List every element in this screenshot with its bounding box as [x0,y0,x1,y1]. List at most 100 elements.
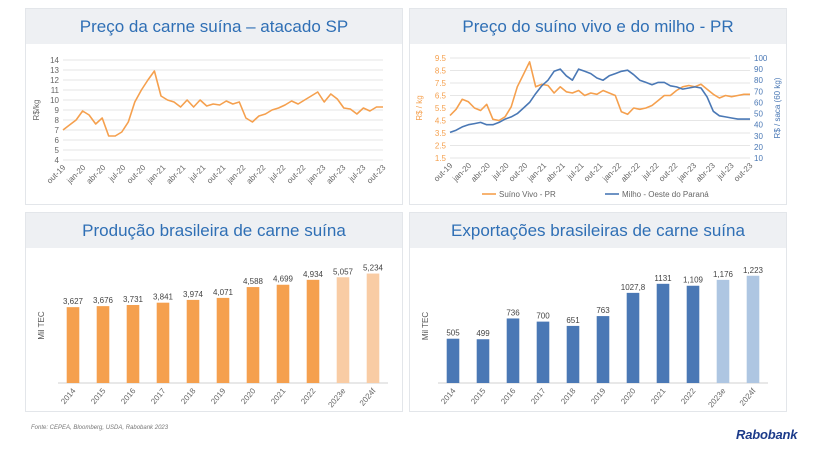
x-tick-label: jan-23 [675,161,698,184]
x-tick-label: 2023e [326,386,348,409]
x-tick-label: 2024f [738,386,758,408]
chart-live-hog-corn-pr: 1.5 2.5 3.5 4.5 5.5 6.5 7.5 8.5 9.5 10 20 30 40 50 60 7… [415,54,782,199]
x-tick-label: abr-20 [469,161,492,184]
y-tick-label-left: 2.5 [435,142,447,151]
panel-header: Preço do suíno vivo e do milho - PR [410,9,786,44]
x-tick-label: abr-21 [544,161,567,184]
y-tick-label: 4 [55,156,60,165]
x-tick-label: jan-20 [65,163,88,186]
data-label: 3,974 [183,290,204,299]
y-tick-label-right: 90 [754,65,763,74]
chart-pork-production: Mil TEC 3,627 2014 3,676 2015 3,731 2016 3,841 2… [37,264,388,409]
bar-2023e [716,279,730,383]
y-tick-label: 13 [50,66,59,75]
y-tick-label-left: 7.5 [435,79,447,88]
x-tick-label: 2024f [358,386,378,408]
source-note: Fonte: CEPEA, Bloomberg, USDA, Rabobank … [31,425,169,431]
bar-2017 [536,321,550,383]
x-tick-label: out-21 [205,163,228,186]
y-tick-label: 12 [50,76,59,85]
x-tick-label: jan-21 [145,163,168,186]
y-tick-label-right: 30 [754,132,763,141]
y-tick-label: 7 [55,126,60,135]
data-label: 499 [476,329,490,338]
y-tick-label: 9 [55,106,60,115]
data-label: 5,234 [363,264,384,273]
bar-2017 [156,302,170,383]
y-axis-label: Mil TEC [37,311,46,340]
x-tick-label: out-19 [432,161,455,184]
x-tick-label: out-22 [657,161,680,184]
x-tick-label: out-23 [365,163,388,186]
x-tick-label: 2019 [589,386,608,406]
bar-2016 [506,318,520,383]
data-label: 3,731 [123,295,144,304]
data-label: 1131 [654,274,672,283]
x-tick-label: out-23 [732,161,755,184]
y-axis-label: Mil TEC [421,312,430,341]
y-tick-label-right: 10 [754,154,763,163]
data-label: 1,109 [683,276,704,285]
y-tick-label-right: 40 [754,121,763,130]
x-tick-label: 2020 [619,386,638,406]
y-tick-label-left: 4.5 [435,117,447,126]
y-tick-label: 8 [55,116,60,125]
x-tick-label: jan-23 [305,163,328,186]
x-tick-label: 2015 [89,386,108,406]
y-axis-label: R$/kg [32,100,41,121]
x-tick-label: out-19 [45,163,68,186]
x-tick-label: jan-22 [225,163,248,186]
bar-2020 [246,287,260,383]
x-tick-label: jan-22 [600,161,623,184]
panel-header: Preço da carne suína – atacado SP [26,9,402,44]
data-label: 4,699 [273,275,294,284]
y-tick-label: 6 [55,136,60,145]
y-tick-label-left: 1.5 [435,154,447,163]
x-tick-label: jul-21 [186,163,207,184]
x-tick-label: out-21 [582,161,605,184]
x-tick-label: 2014 [59,386,78,406]
x-tick-label: 2015 [469,386,488,406]
bar-2024f [746,275,760,383]
bar-2020 [626,292,640,383]
y-tick-label: 14 [50,56,59,65]
data-label: 1,176 [713,270,734,279]
y-tick-label: 10 [50,96,59,105]
bar-2021 [656,283,670,383]
bar-2014 [446,338,460,383]
x-tick-label: abr-21 [165,163,188,186]
data-label: 1,223 [743,266,764,275]
chart-title: Preço da carne suína – atacado SP [79,16,349,36]
panel-live-hog-corn-pr: Preço do suíno vivo e do milho - PR 1.5 2… [409,8,787,205]
x-tick-label: jan-20 [450,161,473,184]
bar-2021 [276,284,290,383]
x-tick-label: abr-22 [619,161,642,184]
x-tick-label: 2018 [179,386,198,406]
data-label: 3,676 [93,296,114,305]
panel-pork-production: Produção brasileira de carne suína Mil T… [25,212,403,412]
y-axis-label-right: R$ / saca (60 kg) [773,77,782,138]
x-tick-label: out-22 [285,163,308,186]
data-label: 736 [506,308,520,317]
data-label: 763 [596,306,610,315]
x-tick-label: abr-23 [694,161,717,184]
x-tick-label: jul-23 [346,163,367,184]
x-tick-label: abr-20 [85,163,108,186]
y-tick-label-left: 8.5 [435,67,447,76]
y-tick-label-left: 3.5 [435,129,447,138]
data-label: 4,071 [213,288,234,297]
rabobank-logo: Rabobank [736,427,798,442]
panel-header: Produção brasileira de carne suína [26,213,402,248]
data-label: 3,841 [153,293,174,302]
y-tick-label-right: 80 [754,76,763,85]
bar-2015 [476,339,490,383]
x-tick-label: abr-22 [245,163,268,186]
bar-2019 [596,316,610,383]
y-tick-label-right: 20 [754,143,763,152]
bar-2015 [96,306,110,383]
x-tick-label: out-20 [125,163,148,186]
x-tick-label: 2021 [649,386,668,406]
chart-pork-exports: Mil TEC 505 2014 499 2015 736 2016 700 2017 651 20… [421,266,768,409]
